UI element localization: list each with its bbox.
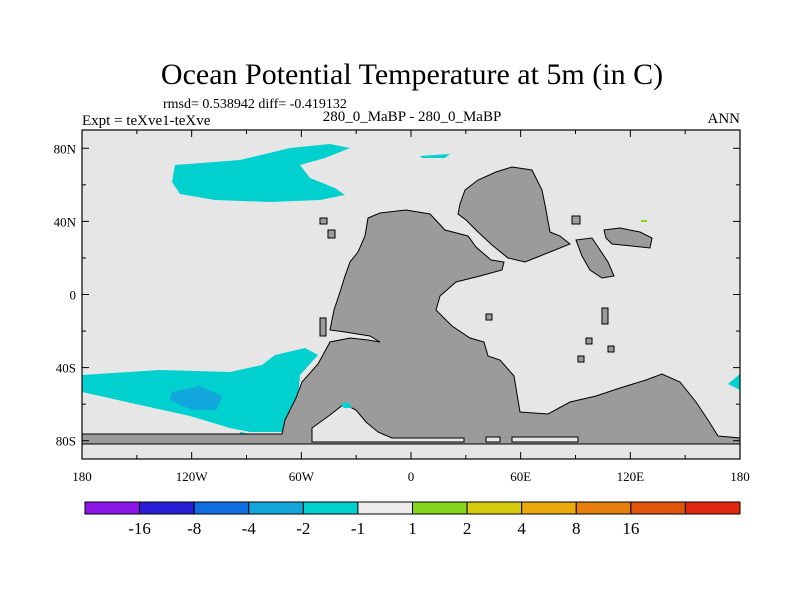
land-islet-5 <box>485 313 493 321</box>
colorbar-label: -16 <box>128 519 151 538</box>
colorbar-swatch <box>357 501 413 515</box>
colorbar-swatch <box>193 501 250 515</box>
land-islet-8 <box>607 345 615 353</box>
ocean-inlet-1 <box>485 436 501 443</box>
anomaly-arctic <box>420 154 450 158</box>
colorbar-swatch <box>466 501 523 515</box>
colorbar: -16 -8 -4 -2 -1 1 2 4 8 16 <box>84 501 741 538</box>
y-tick-label: 40S <box>56 361 76 376</box>
ocean-inlet-2 <box>511 436 579 443</box>
land-islet-2 <box>327 229 336 239</box>
chart-title: Ocean Potential Temperature at 5m (in C) <box>161 58 663 91</box>
experiment-label: Expt = teXve1-teXve <box>82 113 211 129</box>
colorbar-label: -1 <box>351 519 365 538</box>
anomaly-bay-spot <box>340 402 352 408</box>
colorbar-swatch <box>412 501 468 515</box>
x-tick-label: 180 <box>730 469 750 484</box>
land-islet-6 <box>601 307 609 325</box>
map-panel <box>81 129 741 460</box>
ocean-southern-bay <box>311 403 465 443</box>
colorbar-label: 16 <box>622 519 639 538</box>
y-axis: 80N 40N 0 40S 80S <box>54 141 740 449</box>
x-tick-label: 120W <box>176 469 209 484</box>
colorbar-swatch <box>84 501 141 515</box>
anomaly-positive-spot <box>641 220 647 222</box>
x-tick-label: 60W <box>289 469 315 484</box>
colorbar-label: 4 <box>517 519 526 538</box>
x-axis: 180 120W 60W 0 60E 120E 180 <box>72 130 750 484</box>
land-islet-9 <box>577 355 585 363</box>
colorbar-swatch <box>575 501 632 515</box>
x-tick-label: 0 <box>408 469 415 484</box>
y-tick-label: 40N <box>54 214 77 229</box>
land-islet-3 <box>571 215 581 225</box>
land-north-continent <box>457 166 571 263</box>
x-tick-label: 180 <box>72 469 92 484</box>
colorbar-label: 1 <box>408 519 417 538</box>
y-tick-label: 0 <box>70 288 77 303</box>
colorbar-label: 8 <box>572 519 581 538</box>
colorbar-swatch <box>139 501 195 515</box>
x-tick-label: 120E <box>617 469 645 484</box>
stats-label: rmsd= 0.538942 diff= -0.419132 <box>163 97 347 112</box>
season-label: ANN <box>708 111 741 127</box>
colorbar-label: 2 <box>463 519 472 538</box>
colorbar-label: -4 <box>242 519 257 538</box>
land-east-peninsula <box>575 237 615 279</box>
colorbar-swatch <box>302 501 359 515</box>
y-tick-label: 80S <box>56 434 76 449</box>
anomaly-south-pacific-core <box>170 386 222 410</box>
colorbar-swatch <box>521 501 577 515</box>
land-islet-4 <box>319 317 327 337</box>
anomaly-north-pacific <box>172 144 350 202</box>
land-islet-1 <box>319 217 328 225</box>
colorbar-swatch <box>248 501 304 515</box>
colorbar-label: -8 <box>187 519 201 538</box>
land-east-island <box>603 227 653 249</box>
colorbar-swatch <box>684 501 741 515</box>
anomaly-east-edge <box>728 374 740 390</box>
case-label: 280_0_MaBP - 280_0_MaBP <box>323 109 502 125</box>
land-south-landmass <box>81 209 741 445</box>
land-islet-7 <box>585 337 593 345</box>
colorbar-label: -2 <box>296 519 310 538</box>
colorbar-swatch <box>630 501 686 515</box>
x-tick-label: 60E <box>510 469 531 484</box>
y-tick-label: 80N <box>54 141 77 156</box>
